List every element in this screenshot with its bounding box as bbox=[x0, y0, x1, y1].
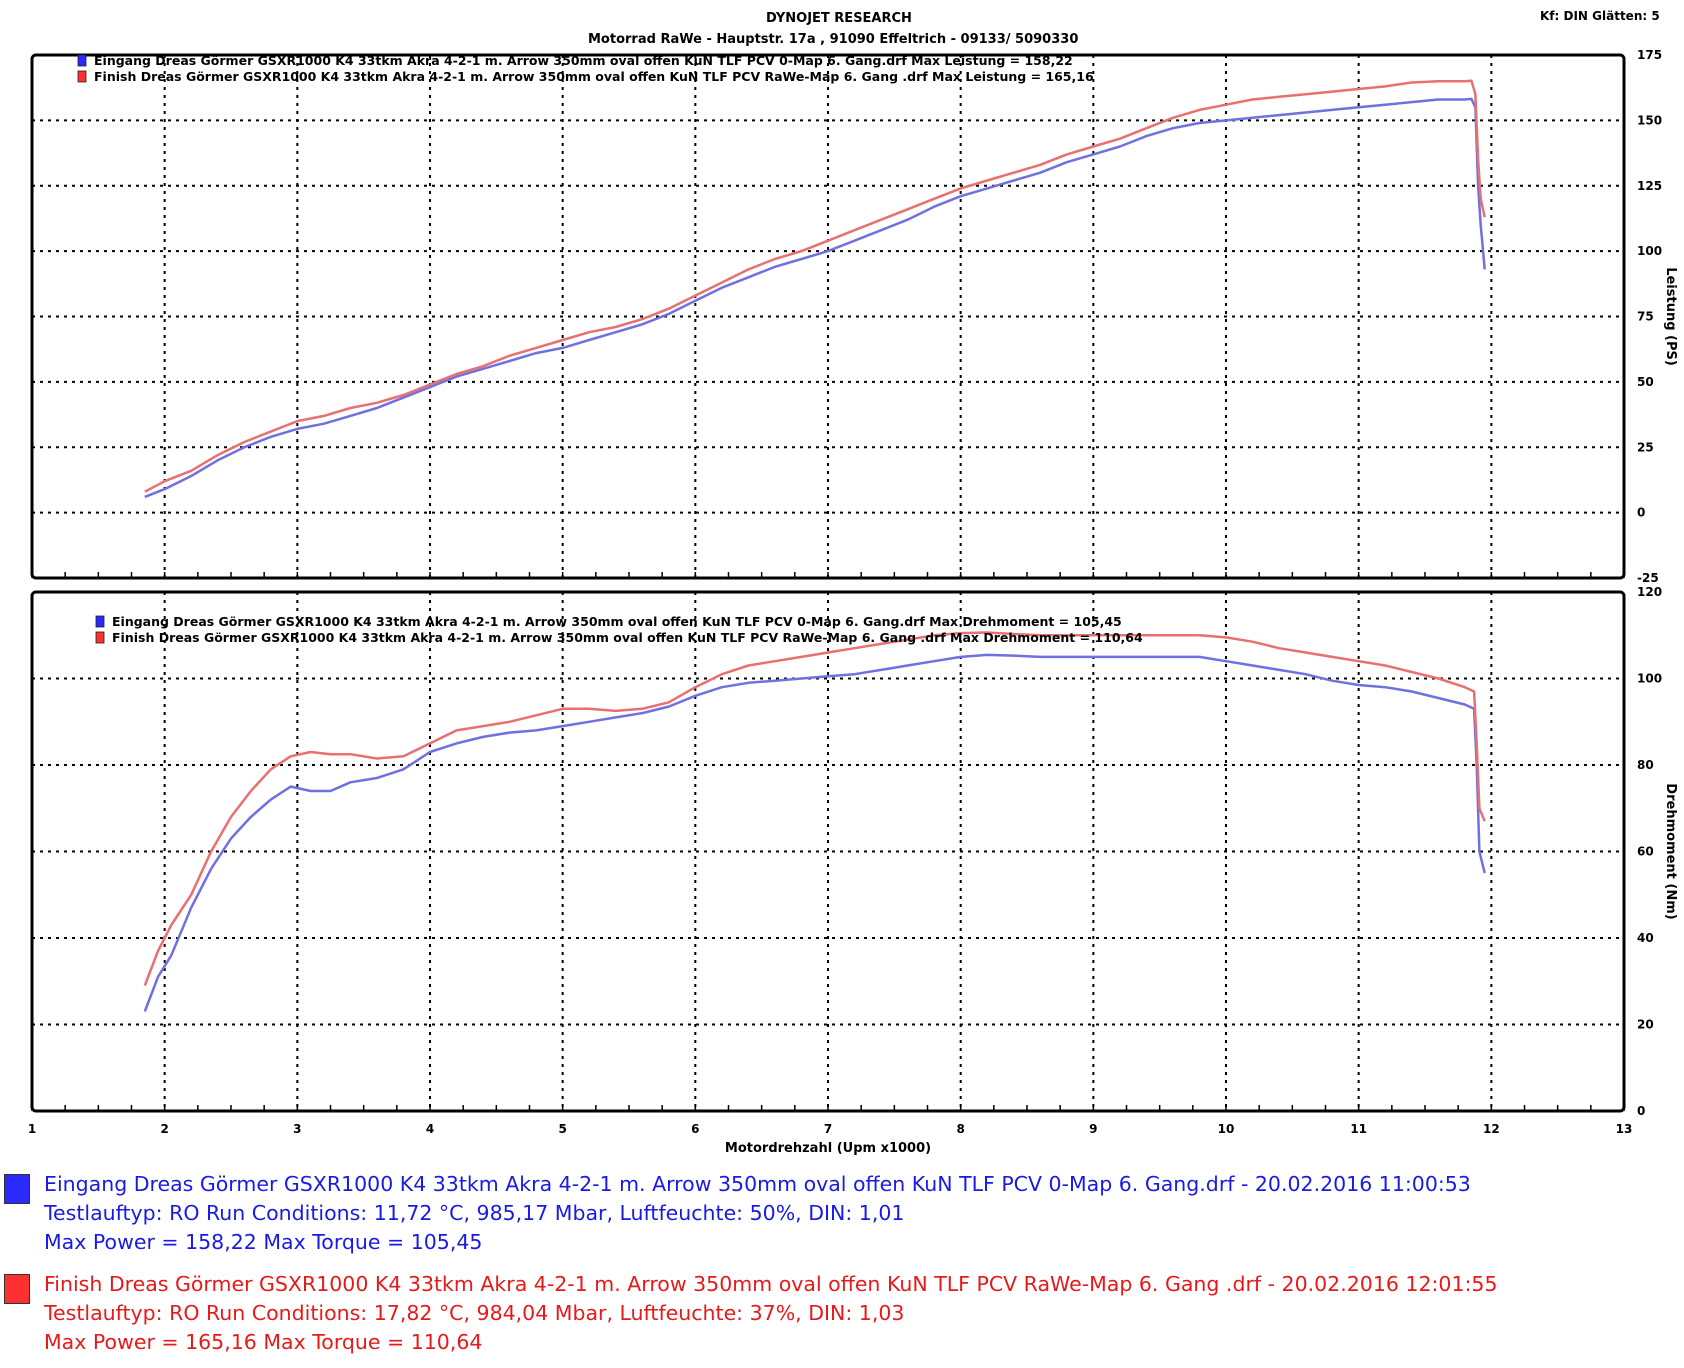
legend-swatch bbox=[95, 631, 105, 644]
y-axis-label: Drehmoment (Nm) bbox=[1663, 783, 1678, 919]
y-tick-label: 150 bbox=[1637, 113, 1662, 127]
run-max-finish: Max Power = 165,16 Max Torque = 110,64 bbox=[44, 1330, 483, 1354]
run-info-footer: Eingang Dreas Görmer GSXR1000 K4 33tkm A… bbox=[0, 1170, 1684, 1368]
y-tick-label: 120 bbox=[1637, 585, 1662, 599]
chart-title: DYNOJET RESEARCH bbox=[766, 11, 912, 26]
x-tick-label: 10 bbox=[1218, 1122, 1235, 1136]
y-tick-label: 60 bbox=[1637, 845, 1654, 859]
y-tick-label: 175 bbox=[1637, 48, 1662, 62]
run-file-finish: Finish Dreas Görmer GSXR1000 K4 33tkm Ak… bbox=[44, 1272, 1498, 1296]
legend-swatch bbox=[95, 615, 105, 628]
run-conditions-eingang: Testlauftyp: RO Run Conditions: 11,72 °C… bbox=[44, 1201, 905, 1225]
y-tick-label: 0 bbox=[1637, 1104, 1645, 1118]
x-tick-label: 2 bbox=[160, 1122, 168, 1136]
series-line-finish bbox=[144, 79, 1486, 493]
y-tick-label: 100 bbox=[1637, 672, 1662, 686]
series-line-eingang bbox=[143, 653, 1486, 1012]
y-tick-label: 75 bbox=[1637, 310, 1654, 324]
x-tick-label: 3 bbox=[293, 1122, 301, 1136]
x-tick-label: 8 bbox=[956, 1122, 964, 1136]
y-tick-label: 20 bbox=[1637, 1018, 1654, 1032]
settings-readout: Kf: DIN Glätten: 5 bbox=[1540, 9, 1660, 23]
x-tick-label: 4 bbox=[426, 1122, 434, 1136]
run-max-eingang: Max Power = 158,22 Max Torque = 105,45 bbox=[44, 1230, 483, 1254]
run-swatch-eingang bbox=[4, 1174, 30, 1204]
legend-entry: Finish Dreas Görmer GSXR1000 K4 33tkm Ak… bbox=[94, 69, 1094, 84]
legend-swatch bbox=[77, 70, 87, 83]
legend-entry: Eingang Dreas Görmer GSXR1000 K4 33tkm A… bbox=[94, 53, 1073, 68]
y-tick-label: -25 bbox=[1637, 571, 1659, 585]
run-swatch-finish bbox=[4, 1274, 30, 1304]
legend-entry: Finish Dreas Görmer GSXR1000 K4 33tkm Ak… bbox=[112, 630, 1143, 645]
series-line-finish bbox=[143, 631, 1486, 987]
x-tick-label: 9 bbox=[1089, 1122, 1097, 1136]
y-tick-label: 100 bbox=[1637, 244, 1662, 258]
run-conditions-finish: Testlauftyp: RO Run Conditions: 17,82 °C… bbox=[44, 1301, 905, 1325]
x-tick-label: 1 bbox=[28, 1122, 36, 1136]
y-tick-label: 40 bbox=[1637, 931, 1654, 945]
dealer-address: Motorrad RaWe - Hauptstr. 17a , 91090 Ef… bbox=[588, 32, 1079, 47]
power-panel: -25 0 25 50 75 100 125 150 175 Leistung (PS) Einga… bbox=[30, 48, 1678, 585]
legend-swatch bbox=[77, 54, 87, 67]
x-tick-label: 11 bbox=[1350, 1122, 1367, 1136]
series-line-eingang bbox=[144, 97, 1486, 499]
y-tick-label: 125 bbox=[1637, 179, 1662, 193]
x-tick-label: 7 bbox=[824, 1122, 832, 1136]
torque-panel: 0 20 40 60 80 100 120 Drehmoment (Nm) Eingang Dr… bbox=[30, 585, 1678, 1118]
x-axis-label: Motordrehzahl (Upm x1000) bbox=[725, 1141, 931, 1156]
y-tick-label: 0 bbox=[1637, 506, 1645, 520]
x-tick-label: 6 bbox=[691, 1122, 699, 1136]
x-tick-label: 13 bbox=[1616, 1122, 1633, 1136]
x-tick-label: 12 bbox=[1483, 1122, 1500, 1136]
legend-entry: Eingang Dreas Görmer GSXR1000 K4 33tkm A… bbox=[112, 614, 1122, 629]
y-tick-label: 80 bbox=[1637, 758, 1654, 772]
y-axis-label: Leistung (PS) bbox=[1663, 267, 1678, 366]
run-file-eingang: Eingang Dreas Görmer GSXR1000 K4 33tkm A… bbox=[44, 1172, 1471, 1196]
y-tick-label: 25 bbox=[1637, 440, 1654, 454]
x-tick-label: 5 bbox=[558, 1122, 566, 1136]
y-tick-label: 50 bbox=[1637, 375, 1654, 389]
